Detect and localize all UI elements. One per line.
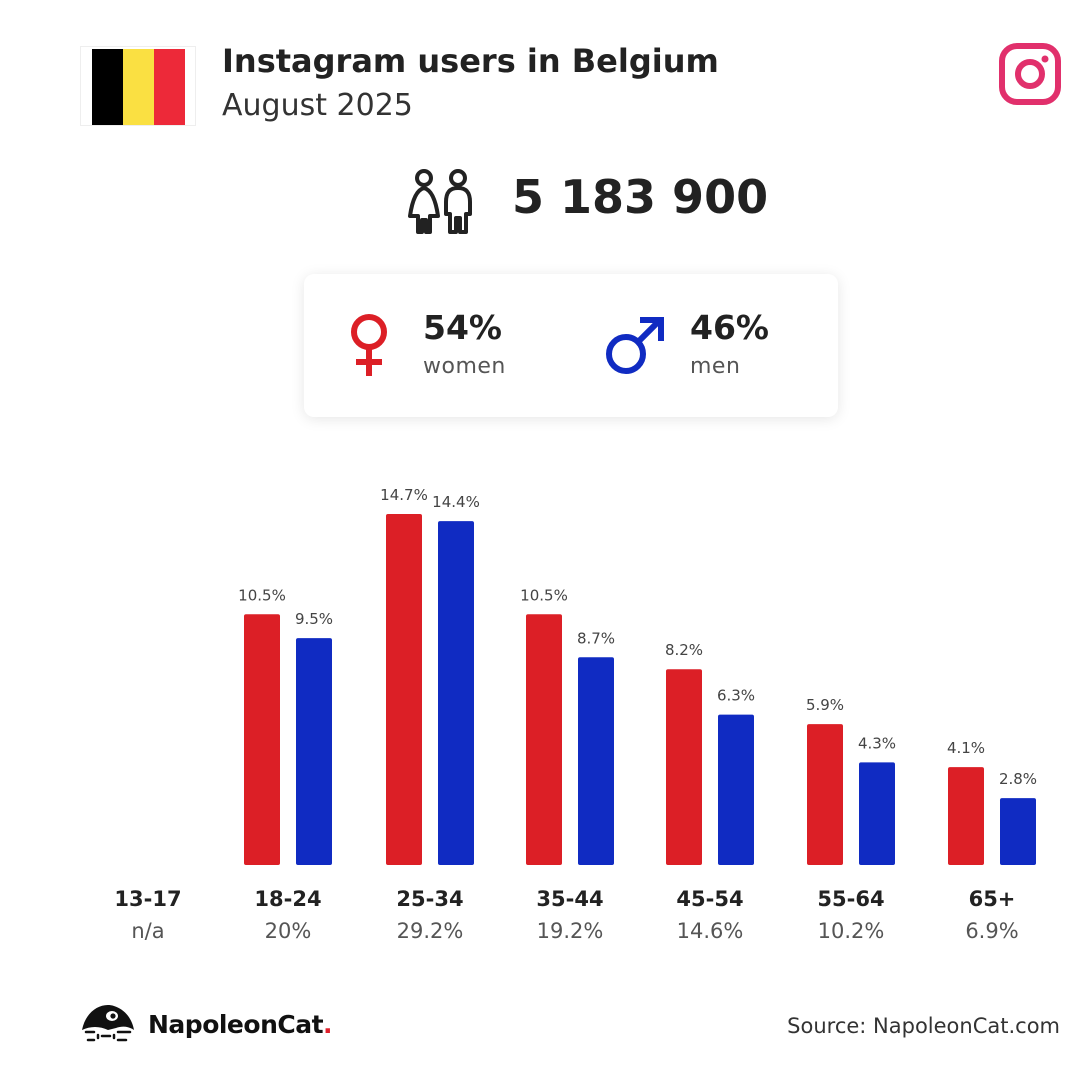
brand-dot: . — [323, 1010, 333, 1039]
age-group-total-13-17: n/a — [131, 919, 164, 943]
bar-label-men-65+: 2.8% — [999, 770, 1037, 788]
age-group-label-45-54: 45-54 — [676, 887, 743, 911]
age-group-total-18-24: 20% — [265, 919, 312, 943]
bar-men-45-54 — [718, 714, 754, 865]
bar-women-35-44 — [526, 614, 562, 865]
female-icon — [351, 314, 387, 376]
bar-label-men-18-24: 9.5% — [295, 610, 333, 628]
brand-name: NapoleonCat. — [148, 1010, 333, 1039]
source-credit: Source: NapoleonCat.com — [787, 1014, 1060, 1038]
age-group-total-35-44: 19.2% — [537, 919, 604, 943]
brand-text: NapoleonCat — [148, 1010, 324, 1039]
age-group-total-25-34: 29.2% — [397, 919, 464, 943]
age-group-label-25-34: 25-34 — [396, 887, 463, 911]
bar-label-men-35-44: 8.7% — [577, 629, 615, 647]
flag-stripe-black — [92, 49, 123, 125]
age-group-total-45-54: 14.6% — [677, 919, 744, 943]
age-group-total-55-64: 10.2% — [818, 919, 885, 943]
men-label: men — [690, 354, 741, 379]
napoleoncat-logo-icon — [82, 1005, 134, 1042]
age-group-label-35-44: 35-44 — [536, 887, 603, 911]
bar-label-women-55-64: 5.9% — [806, 696, 844, 714]
bar-men-35-44 — [578, 657, 614, 865]
bar-label-women-25-34: 14.7% — [380, 486, 428, 504]
age-gender-bar-chart: 13-17 n/a 10.5% 9.5% 18-24 20% 14.7% 14.4% 25-34… — [114, 486, 1037, 943]
bar-women-45-54 — [666, 669, 702, 865]
bar-label-women-65+: 4.1% — [947, 739, 985, 757]
bar-label-women-45-54: 8.2% — [665, 641, 703, 659]
flag-stripe-red — [154, 49, 185, 125]
age-group-label-55-64: 55-64 — [817, 887, 884, 911]
bar-men-18-24 — [296, 638, 332, 865]
bar-women-25-34 — [386, 514, 422, 865]
bar-label-men-25-34: 14.4% — [432, 493, 480, 511]
page-subtitle: August 2025 — [222, 88, 413, 123]
bar-label-women-18-24: 10.5% — [238, 586, 286, 604]
bar-men-55-64 — [859, 762, 895, 865]
gender-card — [304, 274, 838, 417]
bar-women-65+ — [948, 767, 984, 865]
belgium-flag — [80, 46, 196, 126]
age-group-label-18-24: 18-24 — [254, 887, 321, 911]
total-users-value: 5 183 900 — [512, 170, 769, 224]
bar-men-25-34 — [438, 521, 474, 865]
bar-label-men-45-54: 6.3% — [717, 687, 755, 705]
flag-stripe-yellow — [123, 49, 154, 125]
bar-women-18-24 — [244, 614, 280, 865]
page-title: Instagram users in Belgium — [222, 42, 719, 80]
women-label: women — [423, 354, 506, 379]
people-icon — [408, 169, 472, 234]
women-percentage: 54% — [423, 308, 502, 347]
instagram-icon — [999, 43, 1061, 105]
bar-label-women-35-44: 10.5% — [520, 586, 568, 604]
age-group-label-65+: 65+ — [969, 887, 1016, 911]
bar-women-55-64 — [807, 724, 843, 865]
men-percentage: 46% — [690, 308, 769, 347]
bar-label-men-55-64: 4.3% — [858, 734, 896, 752]
age-group-label-13-17: 13-17 — [114, 887, 181, 911]
age-group-total-65+: 6.9% — [965, 919, 1018, 943]
bar-men-65+ — [1000, 798, 1036, 865]
male-icon — [606, 317, 664, 374]
